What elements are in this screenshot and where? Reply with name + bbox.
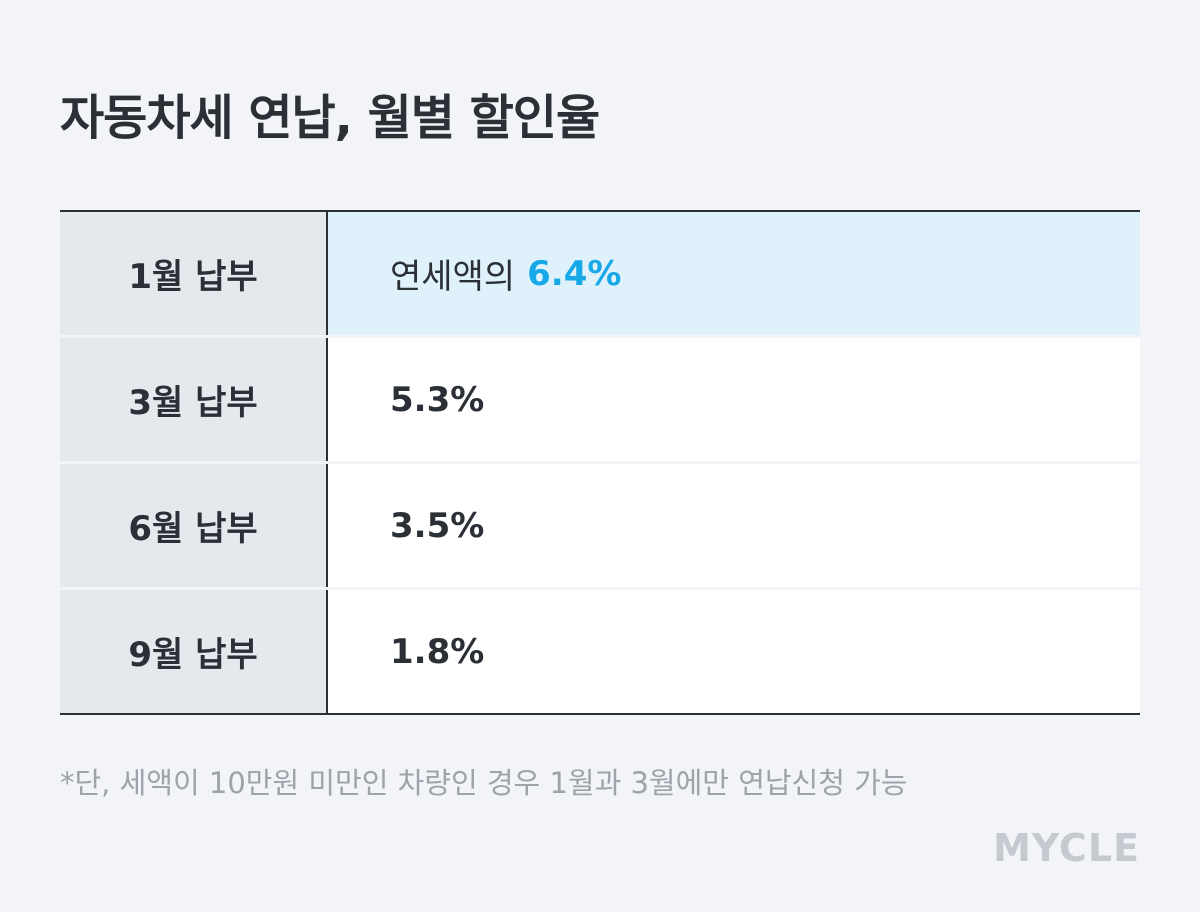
rate-value: 3.5%: [390, 505, 485, 546]
rate-value: 5.3%: [390, 379, 485, 420]
row-label: 9월 납부: [60, 590, 328, 713]
row-value-cell: 연세액의 6.4%: [328, 212, 1140, 335]
footnote: *단, 세액이 10만원 미만인 차량인 경우 1월과 3월에만 연납신청 가능: [60, 766, 908, 800]
title: 자동차세 연납, 월별 할인율: [60, 90, 600, 146]
rate-value: 1.8%: [390, 631, 485, 672]
row-value-cell: 5.3%: [328, 338, 1140, 461]
row-label: 6월 납부: [60, 464, 328, 587]
row-label: 1월 납부: [60, 212, 328, 335]
value-prefix: 연세액의: [390, 257, 516, 297]
table-row: 1월 납부 연세액의 6.4%: [60, 212, 1140, 338]
table-row: 3월 납부 5.3%: [60, 338, 1140, 464]
table: 1월 납부 연세액의 6.4% 3월 납부 5.3% 6월 납부 3.5% 9월 납부 1.8%: [60, 210, 1140, 715]
rate-value: 6.4%: [527, 253, 622, 294]
row-value-cell: 3.5%: [328, 464, 1140, 587]
row-label: 3월 납부: [60, 338, 328, 461]
table-row: 9월 납부 1.8%: [60, 590, 1140, 713]
table-row: 6월 납부 3.5%: [60, 464, 1140, 590]
logo: MYCLE: [992, 826, 1140, 870]
row-value-cell: 1.8%: [328, 590, 1140, 713]
